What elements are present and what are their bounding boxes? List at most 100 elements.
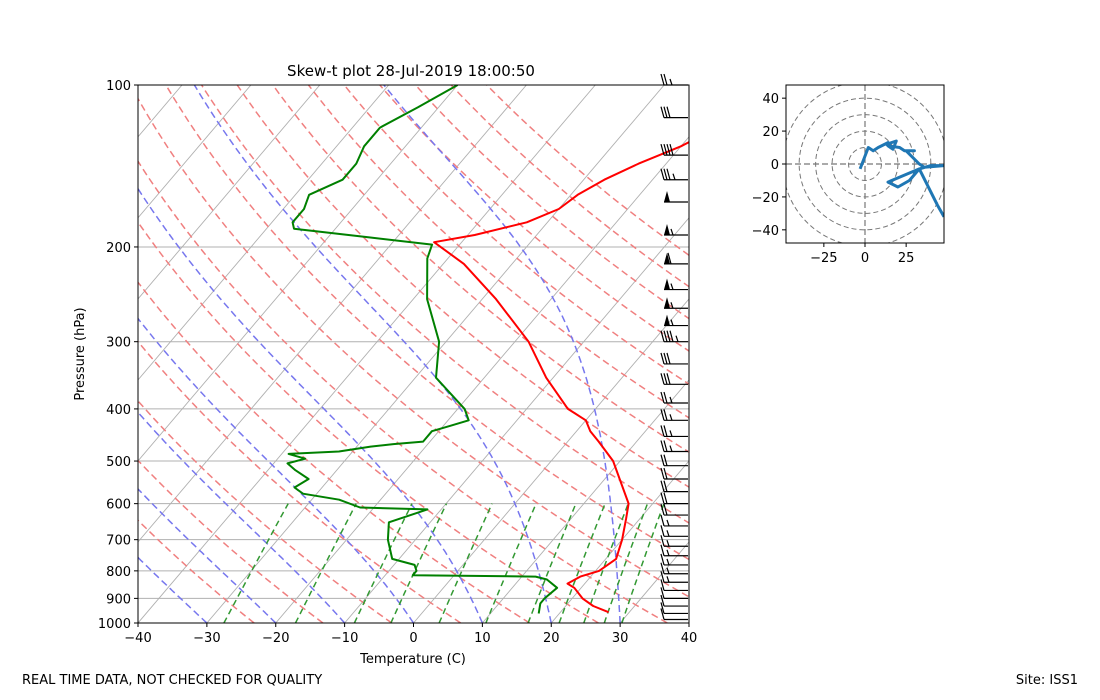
barb-flag — [664, 252, 670, 264]
y-tick-label: 100 — [106, 79, 131, 94]
barb-full — [660, 106, 665, 118]
x-tick-label: −10 — [331, 631, 358, 646]
barb-full — [660, 503, 665, 516]
hodograph-plot-area — [786, 85, 944, 243]
hodograph-x-tick-label: 25 — [898, 251, 915, 266]
dry-adiabat-line — [138, 97, 689, 598]
barb-full — [669, 143, 674, 156]
y-tick-label: 400 — [106, 403, 131, 418]
barb-full — [660, 492, 665, 504]
x-tick-label: −40 — [124, 631, 151, 646]
wind-barb — [664, 191, 688, 203]
barb-half — [666, 576, 670, 583]
barb-full — [663, 480, 668, 492]
barb-full — [660, 544, 665, 556]
y-tick-label: 200 — [106, 241, 131, 256]
barb-flag — [664, 191, 670, 203]
barb-half — [666, 540, 670, 547]
isotherm-line — [138, 85, 321, 300]
barb-full — [660, 594, 665, 607]
dry-adiabat-line — [165, 85, 689, 561]
wind-barb — [660, 492, 688, 505]
barb-full — [666, 143, 671, 156]
barb-full — [660, 409, 665, 421]
barb-half — [666, 558, 670, 566]
barb-half — [666, 530, 670, 537]
isotherm-line — [344, 217, 689, 623]
barb-half — [666, 519, 670, 527]
dry-adiabat-line — [138, 519, 255, 623]
wind-barb — [660, 608, 688, 621]
wind-barb — [660, 503, 688, 516]
wind-barb — [660, 73, 688, 86]
y-tick-label: 800 — [106, 565, 131, 580]
isotherm-line — [138, 85, 183, 138]
x-tick-label: 0 — [409, 631, 417, 646]
barb-flag — [664, 314, 670, 326]
isotherm-line — [0, 85, 113, 623]
barb-full — [660, 562, 665, 574]
barb-full — [663, 373, 668, 385]
y-axis-label: Pressure (hPa) — [73, 307, 88, 400]
wind-barb — [660, 391, 688, 404]
x-tick-label: −20 — [262, 631, 289, 646]
isotherm-line — [413, 298, 689, 623]
barb-full — [666, 168, 671, 180]
isotherm-line — [138, 85, 458, 462]
barb-full — [663, 391, 668, 404]
mixing-ratio-line — [583, 503, 629, 623]
dewpoint-profile — [286, 85, 559, 614]
barb-full — [660, 608, 665, 620]
barb-full — [660, 602, 665, 614]
temperature-profile — [433, 141, 689, 614]
dry-adiabat-line — [236, 85, 689, 489]
isotherm-line — [138, 85, 527, 543]
moist-adiabat-line — [138, 317, 415, 623]
mixing-ratio-line — [438, 503, 493, 623]
barb-full — [663, 409, 668, 421]
hodograph-y-tick-label: −20 — [752, 191, 779, 206]
x-tick-label: 20 — [543, 631, 560, 646]
hodograph-y-tick-label: 40 — [762, 92, 779, 107]
barb-full — [663, 168, 668, 180]
barb-full — [666, 373, 671, 385]
barb-full — [660, 514, 665, 527]
barb-full — [660, 168, 665, 180]
barb-full — [663, 352, 668, 365]
moist-adiabat-line — [383, 85, 621, 623]
mixing-ratio-line — [223, 503, 289, 623]
wind-barbs — [660, 73, 688, 621]
wind-barb — [660, 562, 688, 575]
barb-half — [672, 173, 676, 180]
x-axis-label: Temperature (C) — [359, 652, 466, 667]
wind-barb — [660, 579, 688, 592]
hodograph-y-tick-label: 20 — [762, 125, 779, 140]
barb-full — [669, 330, 674, 342]
barb-half — [669, 414, 673, 421]
barb-full — [660, 467, 665, 480]
wind-barb — [664, 314, 688, 327]
barb-full — [663, 330, 668, 342]
barb-full — [660, 579, 665, 591]
mixing-ratio-line — [621, 503, 665, 623]
barb-full — [663, 73, 668, 86]
barb-full — [660, 330, 665, 342]
barb-full — [660, 525, 665, 537]
barb-half — [670, 319, 674, 326]
plot-area — [0, 85, 689, 623]
barb-half — [666, 567, 670, 574]
wind-barb — [660, 480, 688, 493]
site-label: Site: ISS1 — [1015, 673, 1078, 688]
barb-full — [660, 73, 665, 86]
wind-barb — [660, 467, 688, 480]
barb-full — [660, 440, 665, 452]
dry-adiabat-line — [414, 85, 689, 320]
dry-adiabat-line — [138, 399, 393, 623]
wind-barb — [660, 553, 688, 566]
wind-barb — [660, 352, 688, 365]
x-tick-label: 30 — [612, 631, 629, 646]
isotherm-line — [138, 85, 596, 623]
barb-full — [660, 587, 665, 599]
wind-barb — [660, 525, 688, 537]
barb-full — [663, 106, 668, 118]
